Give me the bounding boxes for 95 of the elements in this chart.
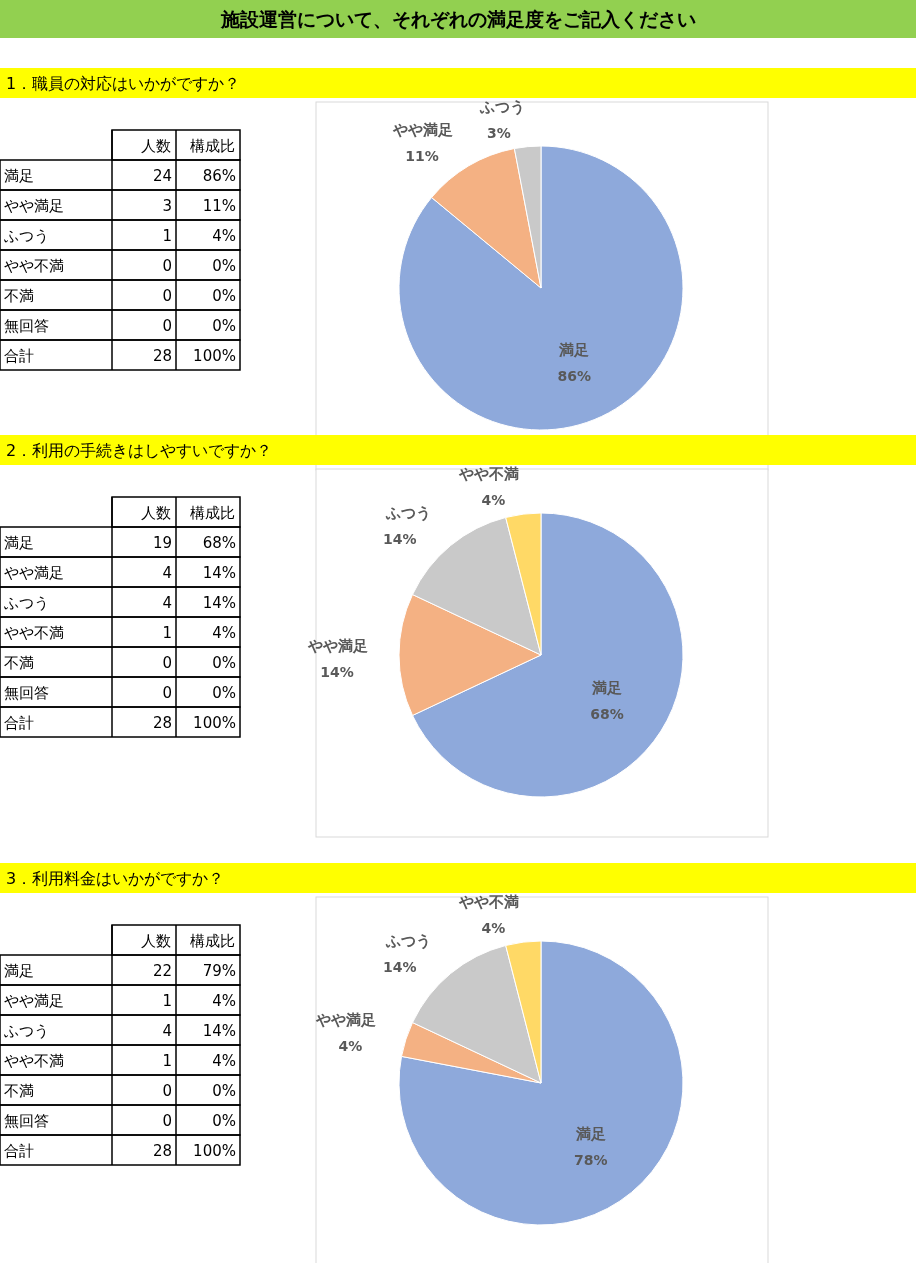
- category-label: ふつう: [4, 1022, 49, 1040]
- text: 0%: [212, 287, 236, 305]
- text: 28: [152, 347, 172, 365]
- text: 合計: [4, 1142, 34, 1160]
- text: 14%: [202, 564, 236, 582]
- slice-label: 満足: [558, 340, 590, 359]
- text: 4: [162, 1022, 172, 1040]
- text: 人数: [141, 137, 171, 155]
- data-label: 11%: [405, 147, 439, 164]
- text: 0%: [212, 654, 236, 672]
- text: 0%: [212, 1082, 236, 1100]
- slice-label: やや満足: [315, 1011, 377, 1030]
- slice-label: やや不満: [458, 465, 520, 484]
- text: 合計: [4, 347, 34, 365]
- text: 100%: [193, 347, 236, 365]
- text: 4: [162, 564, 172, 582]
- category-label: やや不満: [4, 624, 64, 642]
- text: 0: [162, 257, 172, 275]
- data-label: 14%: [320, 664, 354, 680]
- text: 24: [152, 167, 172, 185]
- text: 4%: [212, 1052, 236, 1070]
- data-label: 4%: [481, 492, 506, 509]
- text: 14%: [202, 1022, 236, 1040]
- category-label: 不満: [4, 1082, 34, 1100]
- text: 0: [162, 684, 172, 702]
- data-label: 3%: [486, 124, 511, 141]
- text: 0: [162, 1082, 172, 1100]
- chart-title: 施設運営について、それぞれの満足度をご記入ください: [219, 8, 696, 30]
- text: 28: [152, 1142, 172, 1160]
- text: 0%: [212, 684, 236, 702]
- text: 人数: [141, 504, 171, 522]
- text: 4: [162, 594, 172, 612]
- category-label: 満足: [4, 962, 34, 980]
- slice-label: 満足: [574, 1125, 606, 1144]
- category-label: 無回答: [4, 684, 49, 702]
- data-label: 4%: [481, 920, 506, 937]
- text: 4%: [212, 624, 236, 642]
- text: 11%: [202, 197, 236, 215]
- slice-label: ふつう: [478, 97, 525, 116]
- text: 1: [162, 992, 172, 1010]
- category-label: ふつう: [4, 594, 49, 612]
- text: 0: [162, 654, 172, 672]
- text: 0%: [212, 257, 236, 275]
- text: 86%: [202, 167, 236, 185]
- category-label: 満足: [4, 534, 34, 552]
- text: 0: [162, 1112, 172, 1130]
- data-label: 78%: [574, 1152, 608, 1169]
- text: 3: [162, 197, 172, 215]
- data-label: 68%: [590, 705, 624, 722]
- data-label: 4%: [338, 1038, 363, 1055]
- text: 79%: [202, 962, 236, 980]
- data-label: 14%: [383, 958, 417, 975]
- category-label: 無回答: [4, 317, 49, 335]
- slice-label: 満足: [590, 678, 622, 697]
- slice-label: やや満足: [306, 637, 368, 655]
- category-label: やや満足: [4, 564, 64, 582]
- text: 0: [162, 317, 172, 335]
- text: 28: [152, 714, 172, 732]
- text: 19: [152, 534, 172, 552]
- text: 100%: [193, 714, 236, 732]
- text: 2．利用の手続きはしやすいですか？: [6, 441, 273, 460]
- text: 1: [162, 227, 172, 245]
- text: 0: [162, 287, 172, 305]
- text: 合計: [4, 714, 34, 732]
- text: 1．職員の対応はいかがですか？: [6, 74, 241, 93]
- slice-label: やや不満: [458, 893, 520, 912]
- category-label: やや満足: [4, 197, 64, 215]
- category-label: やや不満: [4, 1052, 64, 1070]
- slice-label: やや満足: [391, 120, 453, 139]
- category-label: やや満足: [4, 992, 64, 1010]
- category-label: 満足: [4, 167, 34, 185]
- text: 68%: [202, 534, 236, 552]
- data-label: 86%: [557, 367, 592, 384]
- text: 0%: [212, 1112, 236, 1130]
- category-label: ふつう: [4, 227, 49, 245]
- category-label: 無回答: [4, 1112, 49, 1130]
- text: 構成比: [190, 932, 235, 950]
- category-label: 不満: [4, 654, 34, 672]
- category-label: 不満: [4, 287, 34, 305]
- slice-label: ふつう: [384, 931, 431, 950]
- text: 1: [162, 624, 172, 642]
- text: 22: [152, 962, 172, 980]
- slice-label: ふつう: [384, 503, 431, 522]
- text: 1: [162, 1052, 172, 1070]
- text: 4%: [212, 992, 236, 1010]
- text: 構成比: [190, 137, 235, 155]
- text: 人数: [141, 932, 171, 950]
- text: 4%: [212, 227, 236, 245]
- text: 100%: [193, 1142, 236, 1160]
- data-label: 14%: [383, 530, 417, 547]
- category-label: やや不満: [4, 257, 64, 275]
- text: 3．利用料金はいかがですか？: [6, 869, 225, 888]
- text: 14%: [202, 594, 236, 612]
- text: 0%: [212, 317, 236, 335]
- text: 構成比: [190, 504, 235, 522]
